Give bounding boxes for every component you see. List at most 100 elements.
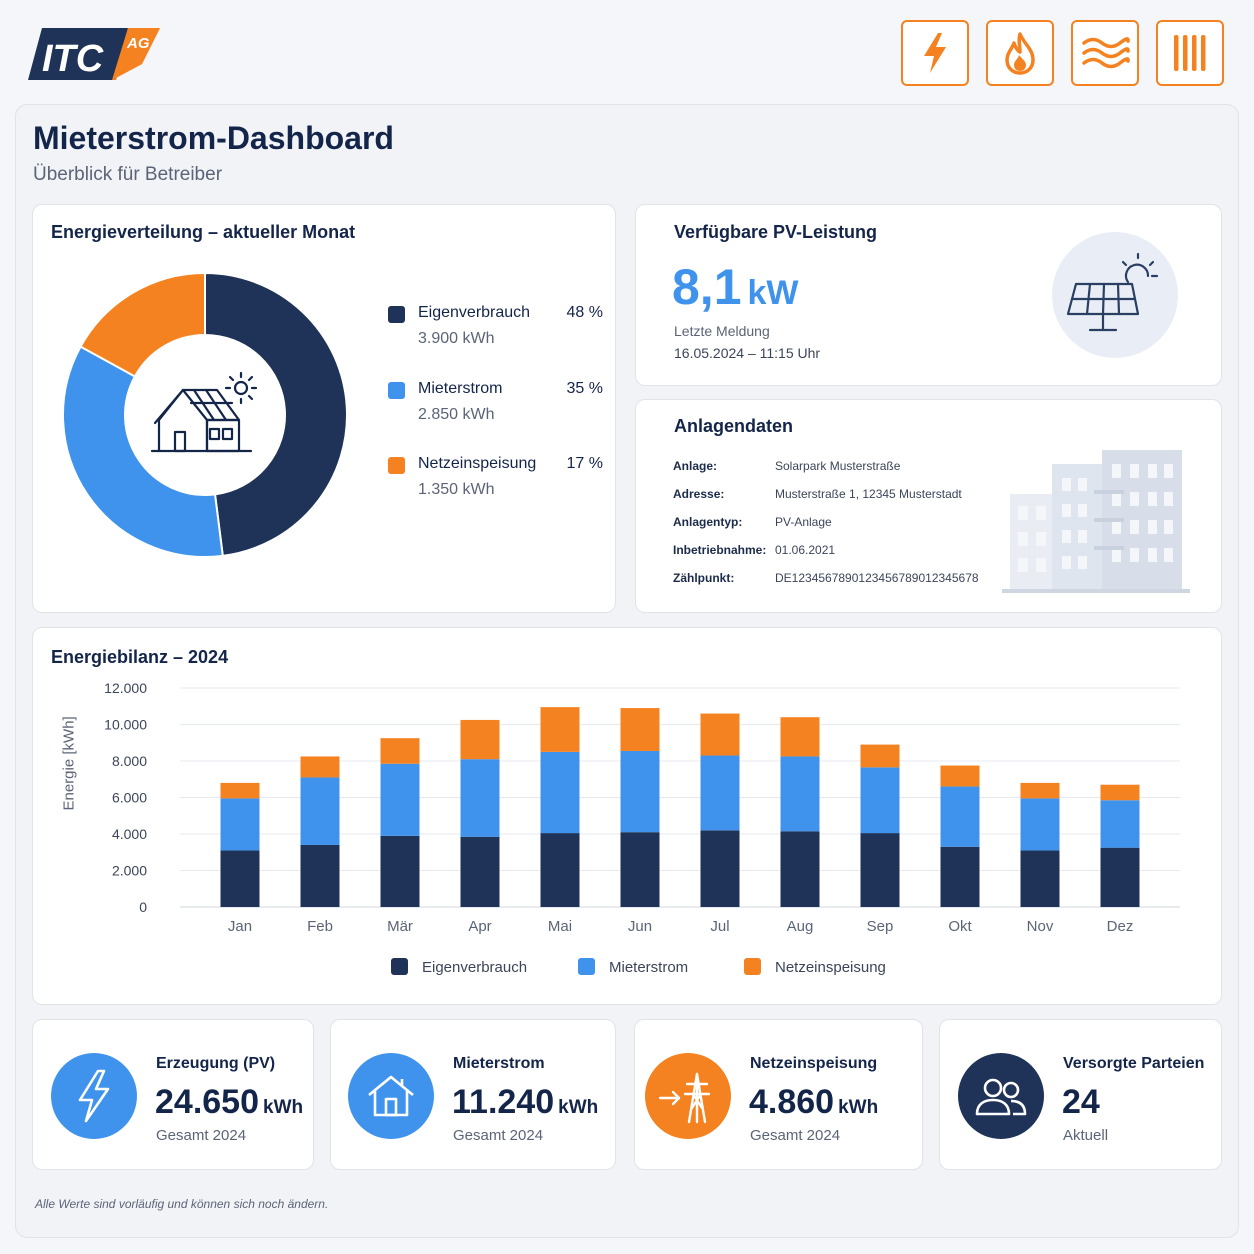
bar-eigenverbrauch-nov[interactable] [1020, 850, 1060, 907]
distribution-donut[interactable] [55, 265, 355, 565]
bar-eigenverbrauch-okt[interactable] [940, 846, 980, 907]
kpi-title: Netzeinspeisung [750, 1055, 878, 1072]
solar-panel-icon-badge [1052, 232, 1178, 358]
kpi-subtitle: Aktuell [1063, 1127, 1109, 1144]
pv-power-value: 8,1 kW [672, 258, 799, 316]
bar-mieterstrom-okt[interactable] [940, 786, 980, 847]
bar-netzeinspeisung-nov[interactable] [1020, 782, 1060, 799]
energy-balance-chart[interactable]: 0 2.000 4.000 6.000 8.000 10.000 12.000 Jan Feb M… [40, 672, 1220, 982]
plant-value-adresse: Musterstraße 1, 12345 Musterstadt [775, 487, 962, 501]
donut-segment-eigenverbrauch[interactable] [204, 271, 348, 557]
bar-mieterstrom-sep[interactable] [860, 767, 900, 834]
bar-mieterstrom-mär[interactable] [380, 763, 420, 836]
x-tick-label: Jul [710, 918, 729, 935]
x-tick-label: Aug [787, 918, 814, 935]
bar-eigenverbrauch-jan[interactable] [220, 850, 260, 907]
lightning-icon-badge [51, 1053, 137, 1139]
bar-mieterstrom-jan[interactable] [220, 798, 260, 851]
page-title: Mieterstrom-Dashboard [33, 120, 394, 156]
kpi-number: 11.240 [452, 1083, 555, 1121]
home-icon-badge [348, 1053, 434, 1139]
energy-balance-title: Energiebilanz – 2024 [51, 647, 229, 667]
pv-value-number: 8,1 [672, 259, 742, 315]
bar-netzeinspeisung-mär[interactable] [380, 738, 420, 764]
bar-netzeinspeisung-sep[interactable] [860, 744, 900, 768]
legend-name: Netzeinspeisung [418, 455, 537, 472]
water-bars-icon[interactable] [1156, 20, 1224, 86]
solar-panel-icon [1066, 252, 1159, 332]
bar-eigenverbrauch-jun[interactable] [620, 832, 660, 907]
bar-mieterstrom-aug[interactable] [780, 756, 820, 832]
bar-mieterstrom-dez[interactable] [1100, 800, 1140, 848]
bar-eigenverbrauch-feb[interactable] [300, 844, 340, 907]
plant-value-zaehlpunkt: DE1234567890123456789012345678 [775, 571, 979, 585]
bar-netzeinspeisung-aug[interactable] [780, 717, 820, 757]
disclaimer-footnote: Alle Werte sind vorläufig und können sic… [35, 1197, 329, 1211]
chart-legend-mieterstrom[interactable]: Mieterstrom [578, 958, 688, 976]
bar-netzeinspeisung-okt[interactable] [940, 765, 980, 787]
legend-kwh: 1.350 kWh [418, 481, 495, 498]
kpi-subtitle: Gesamt 2024 [453, 1127, 544, 1144]
bar-mieterstrom-nov[interactable] [1020, 798, 1060, 851]
legend-label: Mieterstrom [609, 959, 689, 976]
company-logo[interactable]: ITC AG [24, 24, 164, 84]
bar-mieterstrom-jul[interactable] [700, 755, 740, 831]
kpi-title: Versorgte Parteien [1063, 1055, 1205, 1072]
kpi-value: 24 [1062, 1083, 1100, 1122]
bar-eigenverbrauch-jul[interactable] [700, 830, 740, 907]
bar-eigenverbrauch-aug[interactable] [780, 831, 820, 907]
plant-label-anlagentyp: Anlagentyp: [673, 515, 743, 529]
plant-label-zaehlpunkt: Zählpunkt: [673, 571, 735, 585]
donut-segment-netzeinspeisung[interactable] [79, 271, 206, 378]
house-solar-icon [150, 371, 258, 453]
bar-mieterstrom-feb[interactable] [300, 777, 340, 845]
chart-legend-eigenverbrauch[interactable]: Eigenverbrauch [391, 958, 527, 976]
users-icon-badge [958, 1053, 1044, 1139]
legend-swatch-blue [388, 382, 405, 399]
bar-netzeinspeisung-jan[interactable] [220, 782, 260, 799]
bar-eigenverbrauch-apr[interactable] [460, 836, 500, 907]
kpi-title: Mieterstrom [453, 1055, 545, 1072]
legend-label: Netzeinspeisung [775, 959, 886, 976]
bar-eigenverbrauch-mai[interactable] [540, 833, 580, 907]
bar-eigenverbrauch-mär[interactable] [380, 835, 420, 907]
kpi-number: 24.650 [155, 1083, 259, 1121]
kpi-card-parteien[interactable] [939, 1019, 1222, 1170]
bar-netzeinspeisung-mai[interactable] [540, 707, 580, 752]
bar-eigenverbrauch-dez[interactable] [1100, 847, 1140, 907]
legend-name: Eigenverbrauch [418, 304, 531, 321]
legend-item-eigenverbrauch[interactable]: Eigenverbrauch 48 % 3.900 kWh [388, 304, 603, 352]
gas-flame-icon[interactable] [986, 20, 1054, 86]
bar-eigenverbrauch-sep[interactable] [860, 833, 900, 907]
power-icon[interactable] [901, 20, 969, 86]
chart-legend-netzeinspeisung[interactable]: Netzeinspeisung [744, 958, 886, 976]
donut-segment-mieterstrom[interactable] [62, 345, 224, 558]
plant-data-title: Anlagendaten [674, 416, 794, 436]
plant-label-adresse: Adresse: [673, 487, 725, 501]
grid-pylon-icon [658, 1072, 711, 1124]
bar-netzeinspeisung-jun[interactable] [620, 708, 660, 751]
plant-value-anlagentyp: PV-Anlage [775, 515, 832, 529]
bar-netzeinspeisung-dez[interactable] [1100, 784, 1140, 801]
x-tick-label: Feb [307, 918, 333, 935]
x-tick-label: Sep [867, 918, 894, 935]
plant-label-inbetriebnahme: Inbetriebnahme: [673, 543, 767, 557]
legend-item-netzeinspeisung[interactable]: Netzeinspeisung 17 % 1.350 kWh [388, 455, 603, 503]
bar-netzeinspeisung-feb[interactable] [300, 756, 340, 778]
bar-netzeinspeisung-apr[interactable] [460, 719, 500, 760]
legend-item-mieterstrom[interactable]: Mieterstrom 35 % 2.850 kWh [388, 380, 603, 428]
y-tick-label: 2.000 [112, 863, 147, 879]
pv-last-report-label: Letzte Meldung [674, 323, 770, 339]
legend-percent: 17 % [566, 455, 603, 472]
pv-last-report-time: 16.05.2024 – 11:15 Uhr [674, 345, 821, 361]
bar-mieterstrom-mai[interactable] [540, 751, 580, 834]
x-tick-label: Mai [548, 918, 572, 935]
bar-mieterstrom-apr[interactable] [460, 759, 500, 837]
kpi-unit: kWh [838, 1097, 879, 1118]
kpi-number: 4.860 [749, 1083, 835, 1121]
kpi-subtitle: Gesamt 2024 [750, 1127, 841, 1144]
bar-mieterstrom-jun[interactable] [620, 750, 660, 833]
heat-waves-icon[interactable] [1071, 20, 1139, 86]
bar-netzeinspeisung-jul[interactable] [700, 713, 740, 756]
pv-title: Verfügbare PV-Leistung [674, 222, 878, 242]
